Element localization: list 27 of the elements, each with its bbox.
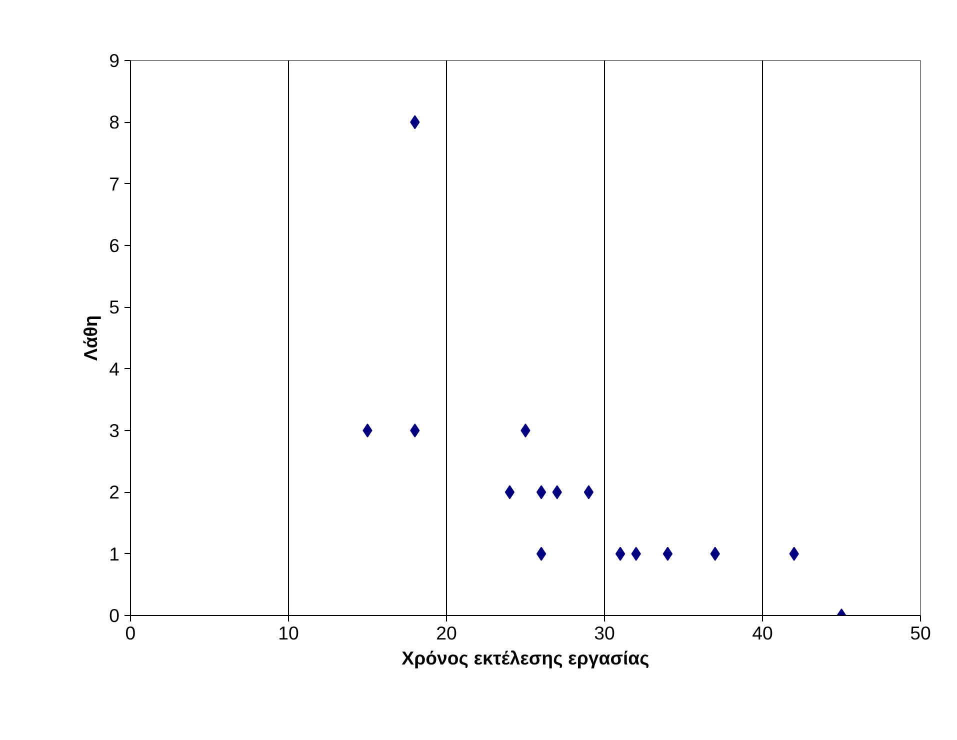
x-tick-label: 50 (910, 622, 931, 644)
y-tick-label: 4 (109, 358, 120, 380)
x-tick-label: 40 (752, 622, 773, 644)
point (662, 546, 673, 561)
point (536, 546, 546, 561)
y-tick-label: 2 (109, 482, 120, 503)
x-tick-label: 0 (125, 622, 136, 644)
point (536, 485, 546, 500)
y-axis-title: Λάθη (80, 315, 102, 361)
y-tick-label: 7 (109, 173, 120, 194)
point (615, 546, 626, 561)
point (504, 485, 515, 500)
x-axis-title: Χρόνος εκτέλεσης εργασίας (402, 648, 650, 668)
y-tick-label: 6 (109, 235, 120, 256)
y-tick-label: 5 (109, 296, 120, 318)
y-tick-label: 3 (109, 420, 120, 441)
x-tick-label: 30 (594, 622, 615, 644)
point (362, 424, 372, 438)
point (410, 424, 420, 438)
y-tick-label: 0 (109, 605, 120, 626)
y-tick-label: 9 (109, 50, 120, 71)
x-tick-label: 10 (278, 622, 299, 644)
x-tick-label: 20 (436, 622, 457, 644)
y-tick-label: 8 (109, 112, 120, 133)
point (584, 485, 594, 500)
y-tick-label: 1 (109, 543, 120, 564)
point (520, 424, 530, 438)
